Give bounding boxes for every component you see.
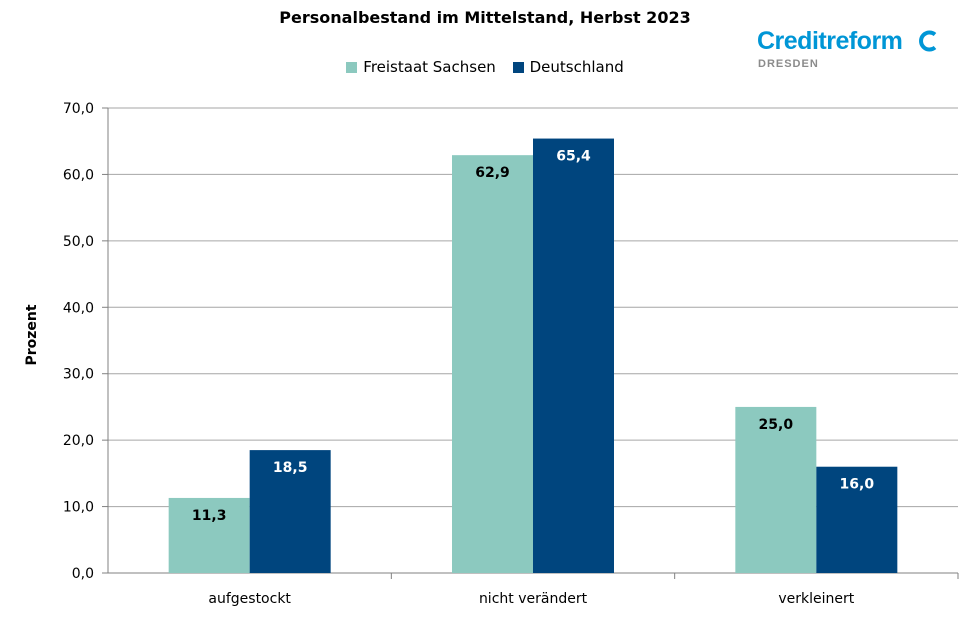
y-tick-label: 70,0 xyxy=(63,101,94,117)
brand-logo: Creditreform DRESDEN xyxy=(757,26,937,70)
x-category-label: aufgestockt xyxy=(208,591,291,607)
chart-title: Personalbestand im Mittelstand, Herbst 2… xyxy=(279,8,691,27)
legend-swatch-deutschland xyxy=(512,61,524,73)
legend-label-freistaat-sachsen: Freistaat Sachsen xyxy=(363,58,496,76)
bar-freistaat-sachsen-2 xyxy=(735,406,817,573)
y-tick-label: 40,0 xyxy=(63,300,94,316)
data-label: 65,4 xyxy=(556,149,591,165)
legend-item-deutschland: Deutschland xyxy=(512,58,624,76)
bar-deutschland-2 xyxy=(816,466,898,573)
data-label: 25,0 xyxy=(759,417,794,433)
creditreform-c-icon xyxy=(919,30,937,52)
bar-deutschland-1 xyxy=(533,138,614,574)
bar-deutschland-0 xyxy=(249,450,331,573)
bar-freistaat-sachsen-1 xyxy=(452,155,533,573)
y-tick-label: 10,0 xyxy=(63,500,94,516)
y-tick-label: 50,0 xyxy=(63,234,94,250)
brand-city: DRESDEN xyxy=(758,58,819,70)
x-category-label: nicht verändert xyxy=(479,591,588,607)
y-tick-label: 20,0 xyxy=(63,433,94,449)
y-tick-label: 30,0 xyxy=(63,367,94,383)
data-label: 62,9 xyxy=(475,165,510,181)
legend: Freistaat Sachsen Deutschland xyxy=(0,58,970,77)
bar-freistaat-sachsen-0 xyxy=(168,497,250,573)
brand-name: Creditreform xyxy=(757,27,903,55)
data-label: 18,5 xyxy=(273,460,308,476)
data-label: 11,3 xyxy=(192,508,227,524)
y-tick-label: 0,0 xyxy=(72,566,94,582)
x-category-label: verkleinert xyxy=(778,591,854,607)
legend-label-deutschland: Deutschland xyxy=(529,58,624,76)
y-tick-label: 60,0 xyxy=(63,167,94,183)
data-label: 16,0 xyxy=(840,477,875,493)
legend-item-freistaat-sachsen: Freistaat Sachsen xyxy=(346,58,496,76)
legend-swatch-freistaat-sachsen xyxy=(346,61,358,73)
